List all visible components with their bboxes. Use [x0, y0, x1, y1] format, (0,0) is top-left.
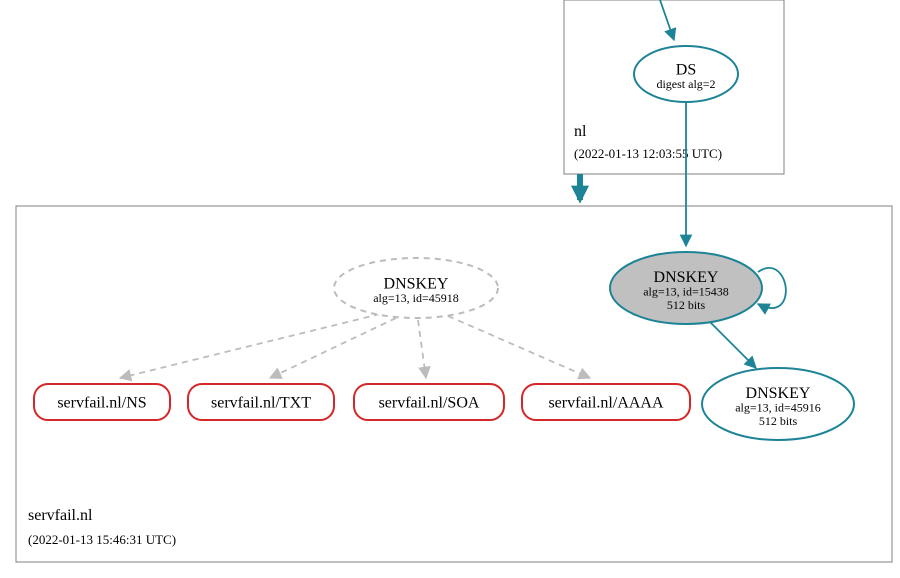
node-dnskey_main: DNSKEYalg=13, id=15438512 bits: [610, 252, 762, 324]
node-ds: DSdigest alg=2: [634, 46, 738, 102]
node-rr_soa: servfail.nl/SOA: [354, 384, 504, 420]
node-rr_aaaa: servfail.nl/AAAA: [522, 384, 690, 420]
edge-g_soa: [418, 320, 426, 378]
edge-in_to_ds: [660, 0, 674, 40]
node-rr_ns-label: servfail.nl/NS: [57, 395, 146, 412]
edge-g_ns: [120, 314, 380, 378]
node-dnskey_child-sub2: 512 bits: [759, 414, 798, 428]
node-dnskey_child: DNSKEYalg=13, id=45916512 bits: [702, 368, 854, 440]
node-dnskey_ghost: DNSKEYalg=13, id=45918: [334, 258, 498, 318]
edge-g_txt: [270, 318, 396, 378]
node-dnskey_main-sub1: alg=13, id=15438: [643, 285, 729, 299]
zone-nl-timestamp: (2022-01-13 12:03:55 UTC): [574, 146, 722, 161]
node-dnskey_child-sub1: alg=13, id=45916: [735, 401, 821, 415]
node-dnskey_main-sub2: 512 bits: [667, 298, 706, 312]
zone-servfail-timestamp: (2022-01-13 15:46:31 UTC): [28, 532, 176, 547]
edge-g_aaaa: [448, 316, 590, 378]
node-rr_ns: servfail.nl/NS: [34, 384, 170, 420]
zone-nl-label: nl: [574, 123, 587, 140]
nodes-layer: DSdigest alg=2 DNSKEYalg=13, id=45918 DNSK…: [34, 46, 854, 440]
node-rr_soa-label: servfail.nl/SOA: [379, 395, 480, 412]
node-dnskey_ghost-sub1: alg=13, id=45918: [373, 291, 459, 305]
node-rr_txt: servfail.nl/TXT: [188, 384, 334, 420]
node-ds-sub1: digest alg=2: [656, 77, 715, 91]
diagram-canvas: nl (2022-01-13 12:03:55 UTC) servfail.nl…: [0, 0, 900, 578]
zone-servfail-label: servfail.nl: [28, 507, 93, 524]
node-rr_aaaa-label: servfail.nl/AAAA: [548, 395, 664, 412]
node-rr_txt-label: servfail.nl/TXT: [211, 395, 311, 412]
edge-key_to_child: [710, 322, 756, 368]
